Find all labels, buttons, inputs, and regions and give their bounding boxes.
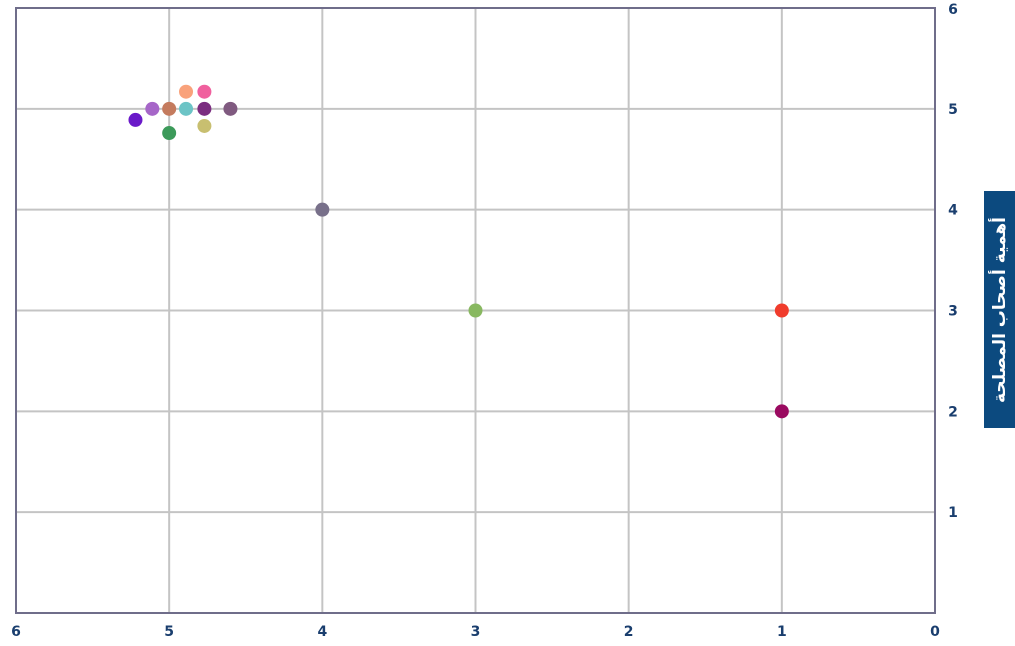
- data-point: [223, 101, 238, 116]
- y-axis-label-box: أهمية أصحاب المصلحة: [984, 191, 1015, 428]
- grid-lines: [16, 8, 935, 613]
- data-point: [162, 101, 177, 116]
- data-point: [179, 101, 194, 116]
- x-tick-label: 0: [930, 624, 940, 640]
- data-point: [197, 118, 212, 133]
- data-point: [468, 303, 483, 318]
- data-points: [128, 84, 789, 419]
- y-tick-label: 6: [948, 2, 958, 18]
- y-tick-label: 5: [948, 102, 958, 118]
- y-tick-label: 2: [948, 404, 958, 420]
- y-tick-label: 1: [948, 505, 958, 521]
- x-tick-label: 1: [777, 624, 787, 640]
- x-tick-label: 2: [624, 624, 634, 640]
- data-point: [774, 404, 789, 419]
- x-tick-label: 3: [471, 624, 481, 640]
- y-tick-labels: 1 2 3 4 5 6: [948, 2, 958, 521]
- data-point: [128, 112, 143, 127]
- data-point: [162, 126, 177, 141]
- data-point: [774, 303, 789, 318]
- data-point: [197, 84, 212, 99]
- x-tick-label: 6: [11, 624, 21, 640]
- data-point: [145, 101, 160, 116]
- data-point: [197, 101, 212, 116]
- y-axis-label: أهمية أصحاب المصلحة: [989, 216, 1010, 403]
- plot-frame: [15, 7, 936, 614]
- y-tick-label: 4: [948, 203, 958, 219]
- x-tick-label: 5: [164, 624, 174, 640]
- x-tick-labels: 0 1 2 3 4 5 6: [11, 624, 940, 640]
- data-point: [179, 84, 194, 99]
- y-tick-label: 3: [948, 304, 958, 320]
- x-tick-label: 4: [317, 624, 327, 640]
- data-point: [315, 202, 330, 217]
